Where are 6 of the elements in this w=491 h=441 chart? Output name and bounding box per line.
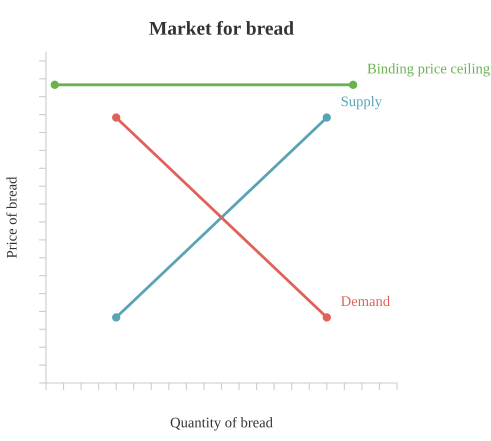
series-label: Binding price ceiling [367,63,490,76]
series-label: Demand [341,296,390,306]
chart-title: Market for bread [149,20,294,35]
y-axis-title: Price of bread [6,176,17,258]
series-label: Supply [342,96,382,110]
x-axis-title: Quantity of bread [170,417,273,430]
